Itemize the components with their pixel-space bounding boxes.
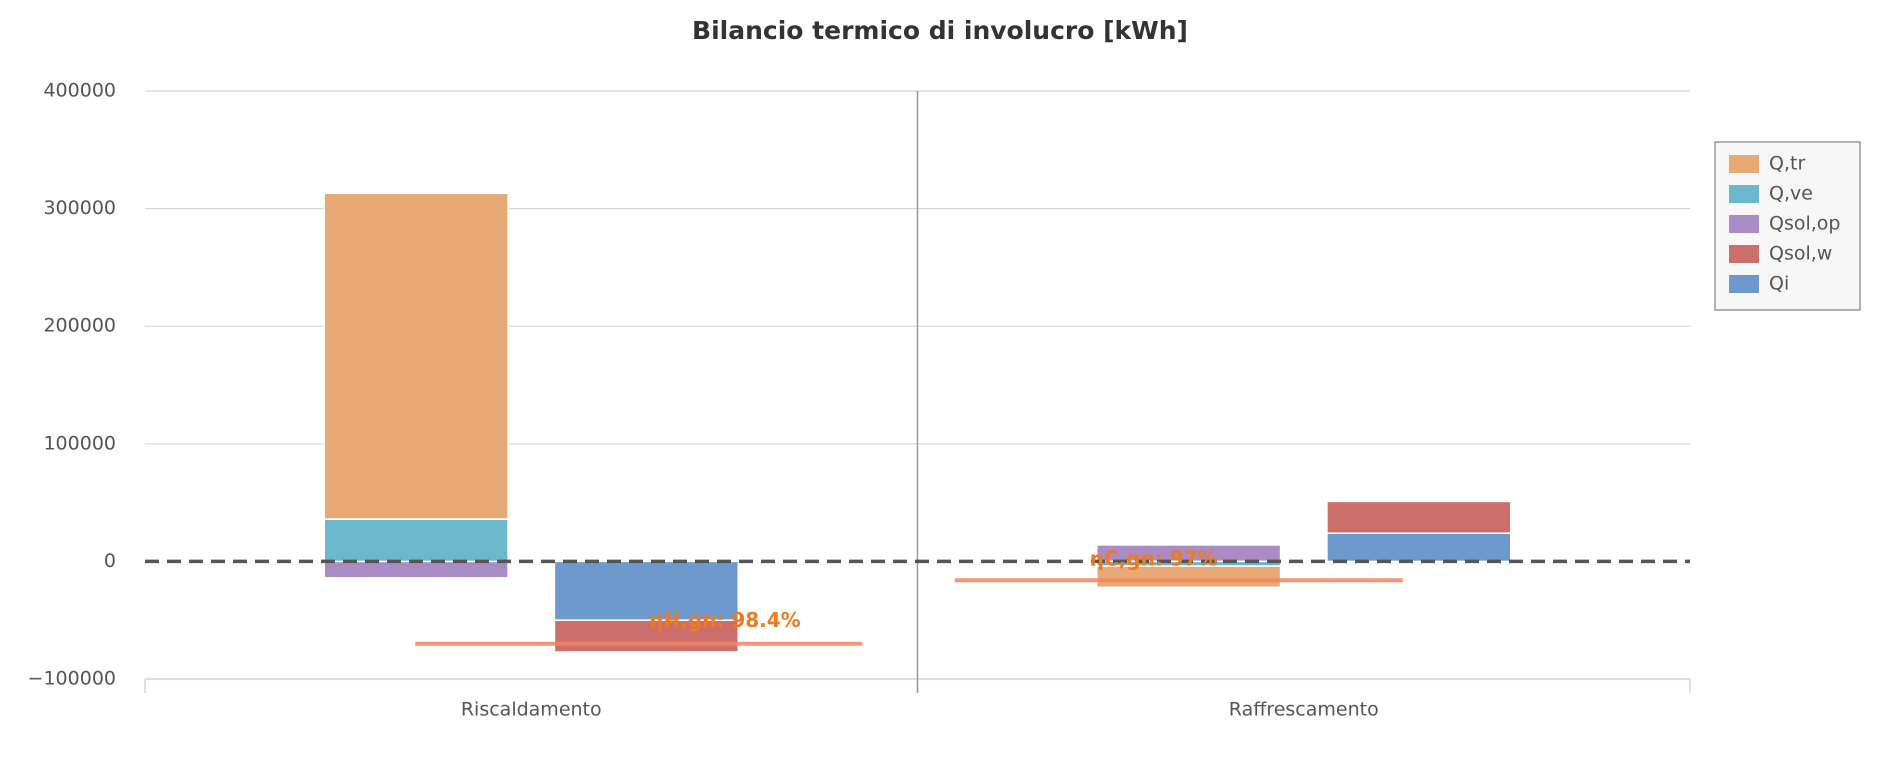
y-tick-label: 400000	[43, 80, 116, 102]
legend-label: Qsol,op	[1769, 213, 1840, 235]
legend-label: Q,tr	[1769, 153, 1805, 175]
bar	[1326, 500, 1512, 534]
chart-title: Bilancio termico di involucro [kWh]	[692, 16, 1188, 45]
y-tick-label: −100000	[28, 668, 116, 690]
x-tick-label: Raffrescamento	[1229, 699, 1379, 721]
efficiency-label: ηC,gn: 97%	[1090, 547, 1218, 571]
legend-label: Q,ve	[1769, 183, 1813, 205]
bar	[553, 619, 740, 653]
bar	[1326, 532, 1512, 563]
bar	[323, 192, 509, 520]
legend-label: Qsol,w	[1769, 243, 1832, 265]
efficiency-label: ηH,gn: 98.4%	[649, 608, 800, 632]
bar	[553, 560, 740, 621]
legend-swatch	[1729, 155, 1759, 173]
y-tick-label: 100000	[43, 432, 116, 454]
legend-label: Qi	[1769, 273, 1789, 295]
y-tick-label: 300000	[43, 197, 116, 219]
x-tick-label: Riscaldamento	[461, 699, 602, 721]
legend-swatch	[1729, 185, 1759, 203]
y-tick-label: 200000	[43, 315, 116, 337]
legend-swatch	[1729, 215, 1759, 233]
legend-swatch	[1729, 275, 1759, 293]
legend: Q,tr Q,ve Qsol,op Qsol,w Qi	[1714, 141, 1861, 311]
bar	[323, 518, 509, 563]
bar	[323, 560, 509, 579]
y-tick-label: 0	[104, 550, 116, 572]
legend-swatch	[1729, 245, 1759, 263]
